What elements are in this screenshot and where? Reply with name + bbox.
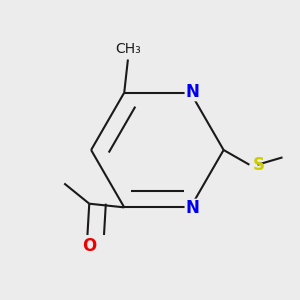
Text: O: O: [82, 237, 96, 255]
Text: N: N: [185, 82, 199, 100]
Text: S: S: [252, 157, 264, 175]
Text: CH₃: CH₃: [115, 42, 141, 56]
Text: N: N: [185, 200, 199, 217]
